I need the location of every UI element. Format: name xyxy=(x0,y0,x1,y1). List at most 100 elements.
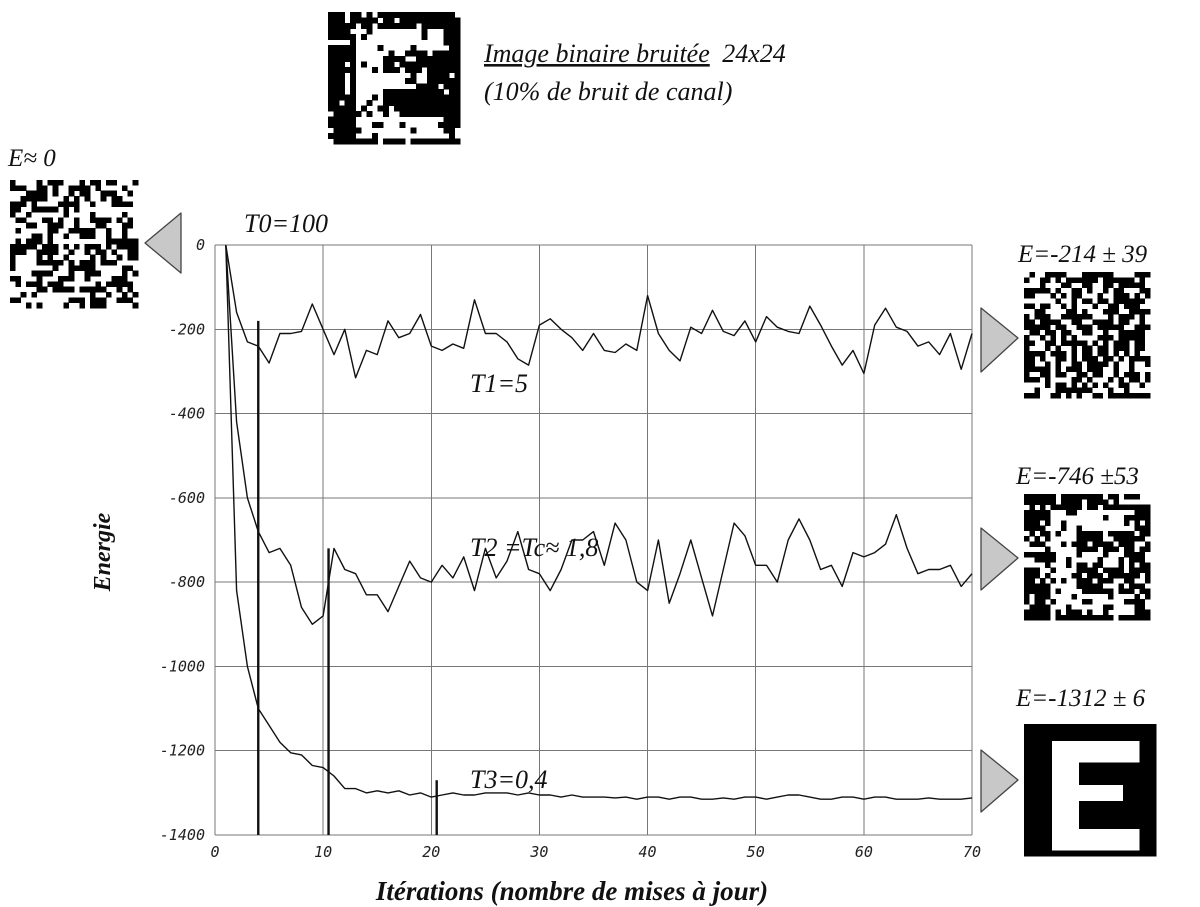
bitmap-pixel xyxy=(1039,604,1046,610)
bitmap-pixel xyxy=(1066,340,1072,346)
bitmap-pixel xyxy=(1050,319,1056,325)
bitmap-pixel xyxy=(1139,340,1146,346)
bitmap-pixel xyxy=(333,23,340,29)
bitmap-pixel xyxy=(1117,812,1124,818)
bitmap-pixel xyxy=(1113,546,1119,553)
bitmap-pixel xyxy=(1057,735,1063,741)
bitmap-pixel xyxy=(410,100,417,106)
bitmap-pixel xyxy=(1081,345,1088,352)
bitmap-pixel xyxy=(1090,724,1096,730)
bitmap-pixel xyxy=(1118,588,1125,595)
bitmap-pixel xyxy=(68,201,75,208)
bitmap-pixel xyxy=(1029,729,1036,736)
bitmap-pixel xyxy=(1145,828,1151,835)
bitmap-pixel xyxy=(328,83,334,90)
bitmap-pixel xyxy=(1102,272,1109,278)
bitmap-pixel xyxy=(1039,371,1046,378)
bitmap-pixel xyxy=(1084,817,1091,824)
bitmap-pixel xyxy=(1102,350,1109,357)
bitmap-pixel xyxy=(1117,806,1124,813)
bitmap-pixel xyxy=(31,196,38,202)
bitmap-pixel xyxy=(427,17,433,24)
bitmap-pixel xyxy=(432,23,439,29)
bitmap-pixel xyxy=(1123,314,1130,320)
bitmap-pixel xyxy=(1087,609,1093,616)
bitmap-pixel xyxy=(1087,614,1093,621)
bitmap-pixel xyxy=(394,89,400,95)
bitmap-pixel xyxy=(1123,724,1129,730)
bitmap-pixel xyxy=(1128,773,1135,780)
bitmap-pixel xyxy=(449,67,455,73)
bitmap-pixel xyxy=(333,34,340,40)
bitmap-pixel xyxy=(1117,773,1124,780)
bitmap-pixel xyxy=(1039,593,1046,600)
series-line-1 xyxy=(225,244,973,379)
bitmap-pixel xyxy=(1134,520,1140,526)
bitmap-pixel xyxy=(1034,614,1041,621)
bitmap-pixel xyxy=(350,72,356,79)
bitmap-pixel xyxy=(410,67,417,73)
bitmap-pixel xyxy=(1087,345,1093,352)
bitmap-pixel xyxy=(399,111,406,117)
bitmap-pixel xyxy=(10,260,16,266)
bitmap-pixel xyxy=(1106,779,1113,785)
bitmap-pixel xyxy=(1090,801,1096,807)
bitmap-pixel xyxy=(1045,277,1051,283)
bitmap-pixel xyxy=(68,260,75,266)
bitmap-pixel xyxy=(1046,828,1052,835)
bitmap-pixel xyxy=(1118,557,1125,563)
bitmap-pixel xyxy=(1150,740,1157,747)
bitmap-pixel xyxy=(421,28,428,35)
x-tick-label: 10 xyxy=(314,843,332,861)
bitmap-pixel xyxy=(63,233,70,240)
series-lines xyxy=(225,244,973,800)
bitmap-pixel xyxy=(1095,823,1102,829)
bitmap-pixel xyxy=(1024,790,1030,796)
bitmap-pixel xyxy=(1112,806,1118,813)
bitmap-pixel xyxy=(1101,823,1107,829)
bitmap-pixel xyxy=(432,83,439,90)
bitmap-pixel xyxy=(361,23,367,29)
bitmap-pixel xyxy=(132,180,139,186)
bitmap-pixel xyxy=(432,100,439,106)
bitmap-pixel xyxy=(1035,850,1041,857)
bitmap-pixel xyxy=(1039,551,1046,558)
bitmap-pixel xyxy=(1060,356,1067,362)
bitmap-pixel xyxy=(1150,724,1157,730)
bitmap-pixel xyxy=(1071,614,1077,621)
bitmap-pixel xyxy=(1139,790,1146,796)
bitmap-pixel xyxy=(31,244,38,250)
bitmap-pixel xyxy=(116,297,123,304)
bitmap-pixel xyxy=(1066,308,1072,315)
bitmap-pixel xyxy=(1144,609,1151,616)
bitmap-pixel xyxy=(74,297,80,304)
bitmap-pixel xyxy=(1087,599,1093,605)
bitmap-pixel xyxy=(90,212,96,218)
random-initial-image xyxy=(10,180,139,309)
bitmap-pixel xyxy=(1046,850,1052,857)
bitmap-pixel xyxy=(1097,588,1104,595)
bitmap-pixel xyxy=(388,12,395,18)
bitmap-pixel xyxy=(20,292,27,298)
bitmap-pixel xyxy=(1081,371,1088,378)
bitmap-pixel xyxy=(1040,779,1047,785)
bitmap-pixel xyxy=(339,111,345,117)
bitmap-pixel xyxy=(1087,282,1093,289)
bitmap-pixel xyxy=(1097,335,1104,341)
series-line-2 xyxy=(225,244,973,625)
bitmap-pixel xyxy=(36,260,43,266)
bitmap-pixel xyxy=(1108,335,1114,341)
bitmap-pixel xyxy=(1071,345,1077,352)
bitmap-pixel xyxy=(1108,546,1114,553)
bitmap-pixel xyxy=(1039,557,1046,563)
bitmap-pixel xyxy=(84,249,91,256)
bitmap-pixel xyxy=(328,12,334,18)
bitmap-pixel xyxy=(79,260,86,266)
bitmap-pixel xyxy=(405,67,411,73)
bitmap-pixel xyxy=(1106,823,1113,829)
bitmap-pixel xyxy=(1024,567,1030,574)
bitmap-pixel xyxy=(339,23,345,29)
bitmap-pixel xyxy=(1150,773,1157,780)
bitmap-pixel xyxy=(95,180,102,186)
bitmap-pixel xyxy=(1101,773,1107,780)
